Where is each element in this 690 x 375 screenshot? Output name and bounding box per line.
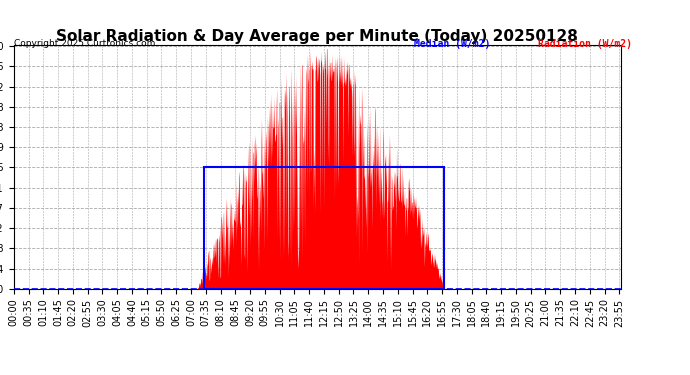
Text: Median (W/m2): Median (W/m2) xyxy=(414,39,491,50)
Bar xyxy=(204,168,444,289)
Text: Radiation (W/m2): Radiation (W/m2) xyxy=(538,39,632,50)
Title: Solar Radiation & Day Average per Minute (Today) 20250128: Solar Radiation & Day Average per Minute… xyxy=(57,29,578,44)
Text: Copyright 2025 Curtronics.com: Copyright 2025 Curtronics.com xyxy=(14,39,155,48)
